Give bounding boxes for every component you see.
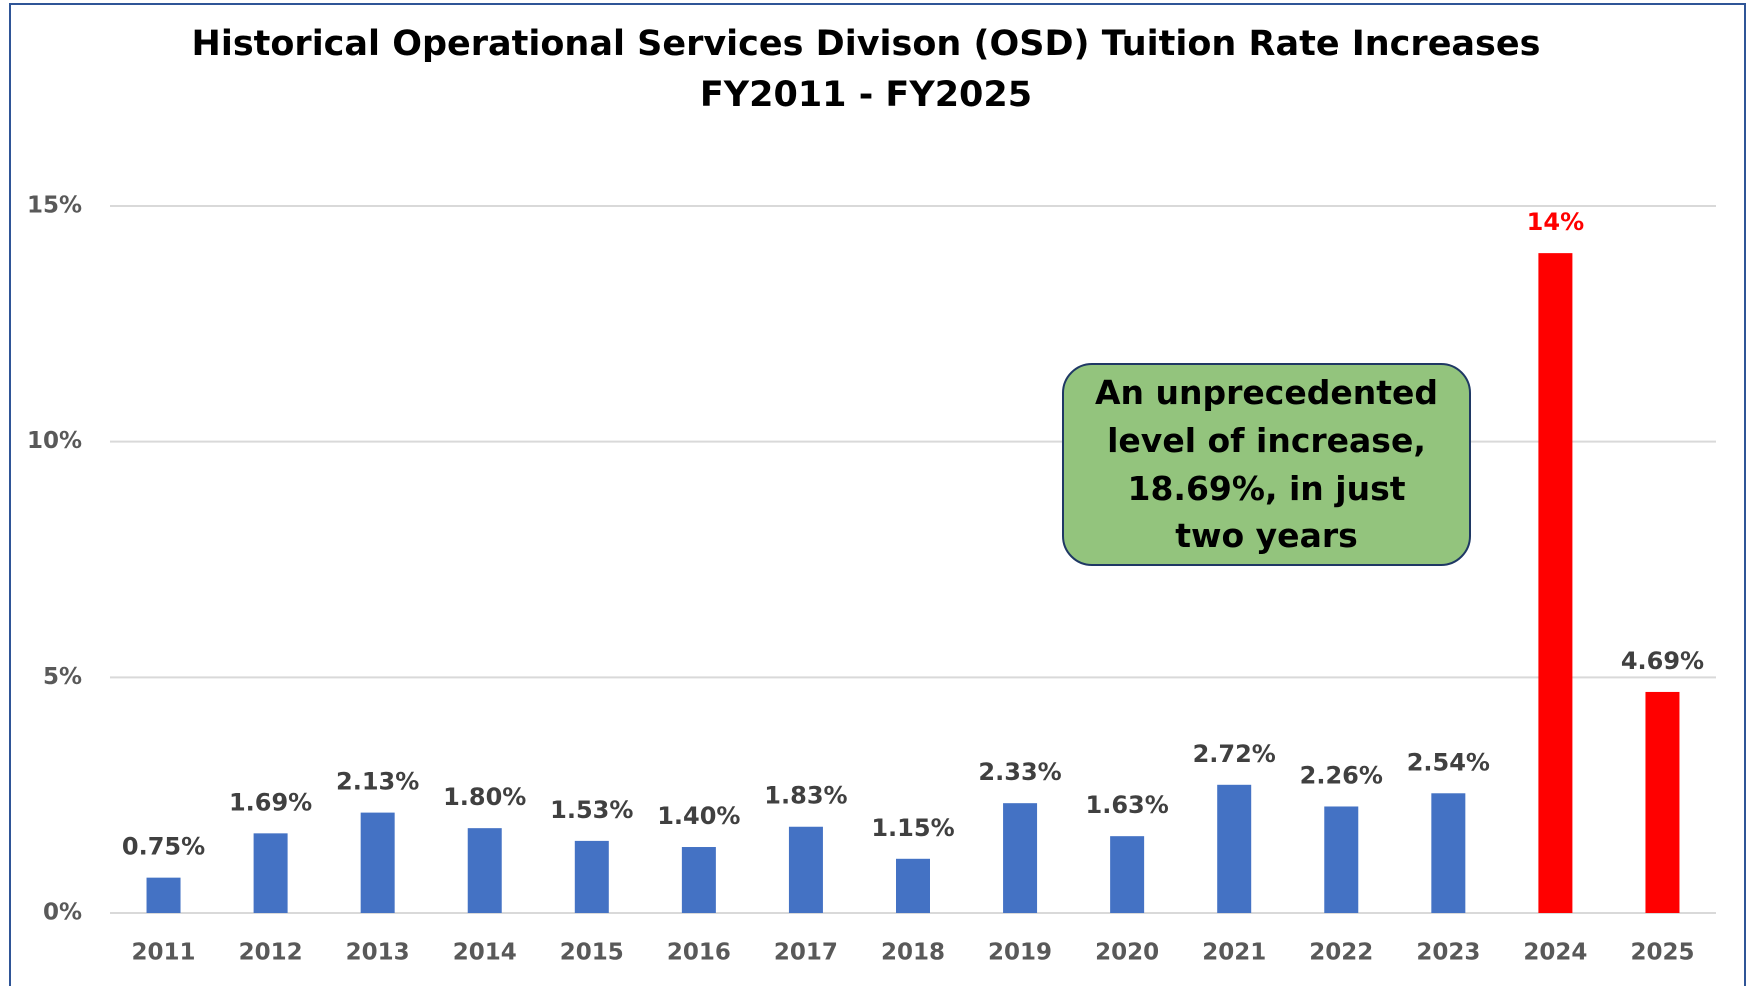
data-label: 0.75% [122,833,205,861]
data-label: 2.33% [978,758,1061,786]
x-tick-label: 2023 [1416,940,1480,966]
y-tick-label: 15% [27,193,82,219]
x-tick-label: 2014 [453,940,517,966]
data-label: 1.53% [550,796,633,824]
x-tick-label: 2022 [1309,940,1373,966]
bar [896,858,930,913]
data-label: 4.69% [1621,647,1704,675]
bar [1645,691,1680,913]
x-tick-label: 2017 [774,940,838,966]
bar [788,826,823,913]
bar [360,812,395,913]
x-tick-label: 2018 [881,940,945,966]
x-tick-label: 2019 [988,940,1052,966]
bar [681,847,716,913]
bar [1538,253,1573,914]
bar [1324,806,1359,913]
data-label: 1.80% [443,783,526,811]
y-tick-label: 0% [43,900,82,926]
data-label: 2.26% [1300,761,1383,789]
data-label: 1.15% [871,814,954,842]
x-tick-label: 2012 [239,940,303,966]
x-tick-label: 2025 [1630,940,1694,966]
chart-title: Historical Operational Services Divison … [192,24,1541,64]
data-label: 2.54% [1407,748,1490,776]
data-label: 2.13% [336,768,419,796]
bar [1217,784,1252,913]
x-tick-label: 2020 [1095,940,1159,966]
data-label: 2.72% [1193,740,1276,768]
bar [1431,793,1466,913]
bar [146,877,181,913]
y-tick-label: 10% [27,428,82,454]
x-tick-label: 2015 [560,940,624,966]
data-label: 1.40% [657,802,740,830]
x-tick-label: 2021 [1202,940,1266,966]
x-tick-label: 2024 [1523,940,1587,966]
bar [574,840,609,913]
x-tick-label: 2013 [346,940,410,966]
bar [467,828,502,913]
data-label: 1.69% [229,788,312,816]
annotation: An unprecedented level of increase, 18.6… [1062,363,1471,566]
x-tick-label: 2011 [132,940,196,966]
y-tick-label: 5% [43,664,82,690]
data-label: 1.83% [764,782,847,810]
bar [253,833,288,913]
data-label: 1.63% [1086,791,1169,819]
frame [9,3,1746,986]
bar [1003,803,1038,913]
data-label: 14% [1527,208,1584,236]
x-tick-label: 2016 [667,940,731,966]
chart-subtitle: FY2011 - FY2025 [700,75,1032,115]
bar [1110,836,1145,913]
